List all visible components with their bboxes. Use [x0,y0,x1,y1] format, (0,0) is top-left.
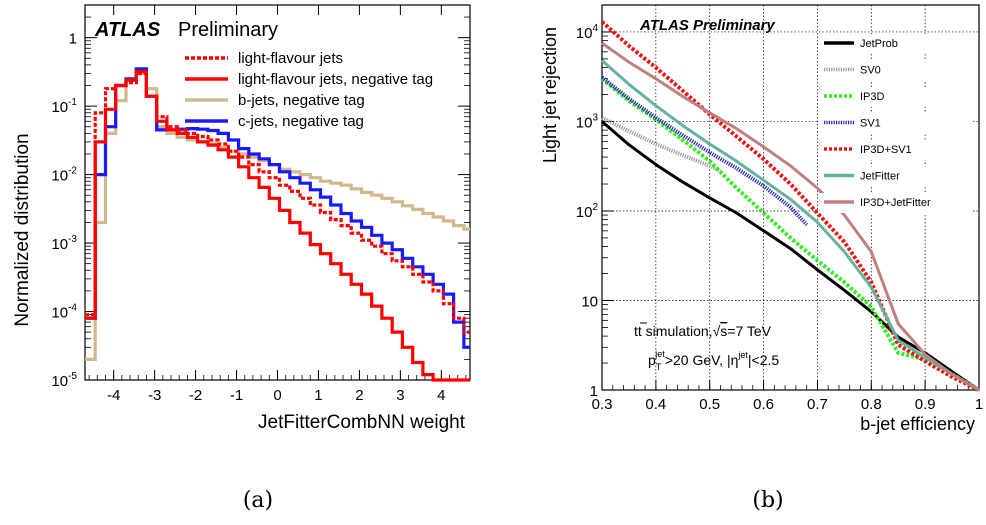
series-ip3d-jetfitter [601,41,980,392]
panel-b-y-tick-labels: 1 10 102 103 104 [576,23,599,400]
legend-label: light-flavour jets, negative tag [238,71,433,88]
panel-a: -4 -3 -2 -1 0 1 2 3 4 10-5 10-4 10-3 10-2 10-1 1 ATLA… [12,4,471,513]
legend-backdrop [818,60,973,81]
panel-a-frame [84,4,471,381]
legend-backdrop [818,113,973,134]
panel-b-x-axis-label: b-jet efficiency [860,414,975,434]
series-sv0 [601,116,722,173]
x-tick-label: 2 [355,387,363,404]
y-tick-label: 10-1 [51,97,77,116]
panel-b-annotation-energy: tt simulation,√s=7 TeV [634,323,772,339]
legend-label: SV0 [860,65,881,77]
y-tick-label: 102 [576,202,599,221]
panel-b-ticks [601,4,980,391]
legend-backdrop [818,87,973,107]
panel-a-title-bold: ATLAS [94,19,161,41]
legend-label: b-jets, negative tag [238,92,365,109]
series-jetfitter [601,59,980,392]
x-tick-label: -1 [230,387,243,404]
legend-backdrop [818,166,973,187]
panel-a-y-axis-label: Normalized distribution [12,133,33,326]
legend-label: light-flavour jets [238,50,343,67]
panel-b-title: ATLAS Preliminary [639,17,775,34]
panel-b-annotation-cuts: pTjet>20 GeV, |ηjet|<2.5 [648,349,779,372]
y-tick-label: 10 [581,293,598,310]
panel-b-caption: (b) [752,488,783,513]
legend-label: JetFitter [860,171,900,183]
panel-b: 0.3 0.4 0.5 0.6 0.7 0.8 0.9 1 1 10 102 103 104 ATLA… [540,4,984,513]
panel-a-title-rest: Preliminary [178,19,278,41]
panel-a-ticks [85,4,470,381]
y-tick-label: 10-4 [51,303,77,322]
x-tick-label: 0.6 [753,396,774,413]
legend-label: IP3D+JetFitter [860,197,931,209]
y-tick-label: 1 [590,383,598,400]
x-tick-label: 0.5 [699,396,720,413]
legend-backdrop [818,193,973,213]
x-tick-label: 3 [396,387,404,404]
panel-b-x-tick-labels: 0.3 0.4 0.5 0.6 0.7 0.8 0.9 1 [592,396,984,413]
x-tick-label: 0.8 [861,396,882,413]
y-tick-label: 10-2 [51,166,77,185]
x-tick-label: 0 [273,387,281,404]
legend-label: c-jets, negative tag [238,113,364,130]
x-tick-label: -2 [189,387,202,404]
panel-a-legend: light-flavour jets light-flavour jets, ne… [185,50,433,130]
x-tick-label: -3 [148,387,161,404]
y-tick-label: 104 [576,23,599,42]
y-tick-label: 103 [576,112,599,131]
x-tick-label: 0.9 [915,396,936,413]
legend-label: IP3D [860,91,885,103]
series-jetprob [601,120,980,392]
panel-a-series [85,67,470,382]
panel-b-legend: JetProb SV0 IP3D SV1 IP3D+SV1 JetFitter IP3D+J… [818,34,973,213]
legend-label: IP3D+SV1 [860,144,912,156]
legend-backdrop [818,34,973,54]
panel-a-caption: (a) [243,488,273,513]
x-tick-label: -4 [107,387,120,404]
panel-b-y-axis-label: Light jet rejection [540,27,560,163]
x-tick-label: 0.7 [807,396,828,413]
y-tick-label: 10-5 [51,371,77,390]
x-tick-label: 1 [314,387,322,404]
y-tick-label: 10-3 [51,234,77,253]
x-tick-label: 0.3 [592,396,613,413]
panel-a-y-tick-labels: 10-5 10-4 10-3 10-2 10-1 1 [51,31,77,390]
series-light-flavour-jets-negative-tag [85,69,470,382]
legend-label: SV1 [860,118,881,130]
x-tick-label: 4 [437,387,445,404]
x-tick-label: 0.4 [645,396,666,413]
panel-b-series [600,20,981,392]
x-tick-label: 1 [975,396,983,413]
legend-backdrop [818,140,973,160]
y-tick-label: 1 [69,31,77,48]
panel-a-x-axis-label: JetFitterCombNN weight [258,412,466,433]
panel-a-x-tick-labels: -4 -3 -2 -1 0 1 2 3 4 [107,387,446,404]
series-ip3d-sv1 [600,20,980,392]
legend-label: JetProb [860,38,898,50]
